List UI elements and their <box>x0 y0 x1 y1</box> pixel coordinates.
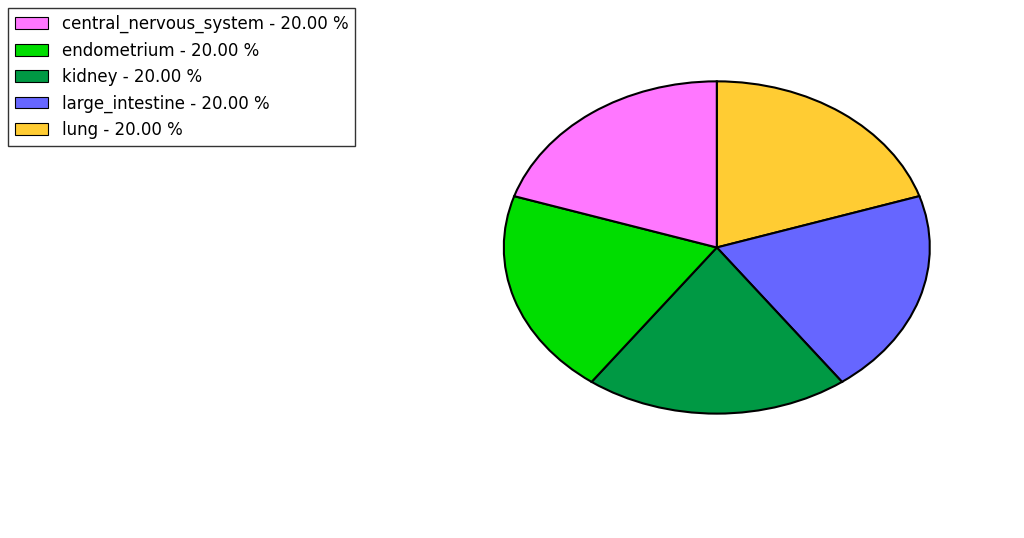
Wedge shape <box>514 81 717 247</box>
Legend: central_nervous_system - 20.00 %, endometrium - 20.00 %, kidney - 20.00 %, large: central_nervous_system - 20.00 %, endome… <box>8 8 355 146</box>
Wedge shape <box>504 196 717 382</box>
Wedge shape <box>717 81 920 247</box>
Wedge shape <box>592 247 842 414</box>
Wedge shape <box>717 196 930 382</box>
